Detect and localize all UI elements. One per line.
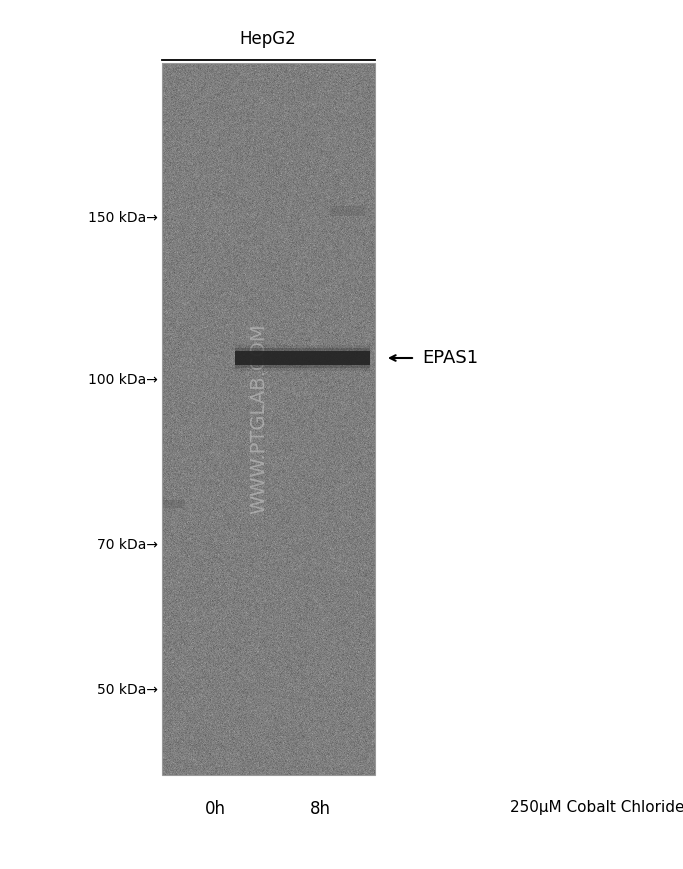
Bar bbox=[235, 345, 370, 371]
Text: 70 kDa→: 70 kDa→ bbox=[97, 538, 158, 552]
Bar bbox=[235, 351, 370, 365]
Bar bbox=[162, 500, 184, 508]
Text: EPAS1: EPAS1 bbox=[422, 349, 478, 367]
Text: WWW.PTGLAB.COM: WWW.PTGLAB.COM bbox=[249, 323, 268, 514]
Bar bbox=[235, 348, 370, 368]
Text: 100 kDa→: 100 kDa→ bbox=[88, 373, 158, 387]
Text: 250μM Cobalt Chloride: 250μM Cobalt Chloride bbox=[510, 800, 683, 815]
Text: 150 kDa→: 150 kDa→ bbox=[88, 211, 158, 225]
Bar bbox=[330, 206, 365, 216]
Bar bbox=[162, 63, 375, 775]
Text: 50 kDa→: 50 kDa→ bbox=[97, 683, 158, 697]
Text: HepG2: HepG2 bbox=[240, 30, 296, 48]
Text: 8h: 8h bbox=[309, 800, 331, 818]
Text: 0h: 0h bbox=[204, 800, 225, 818]
